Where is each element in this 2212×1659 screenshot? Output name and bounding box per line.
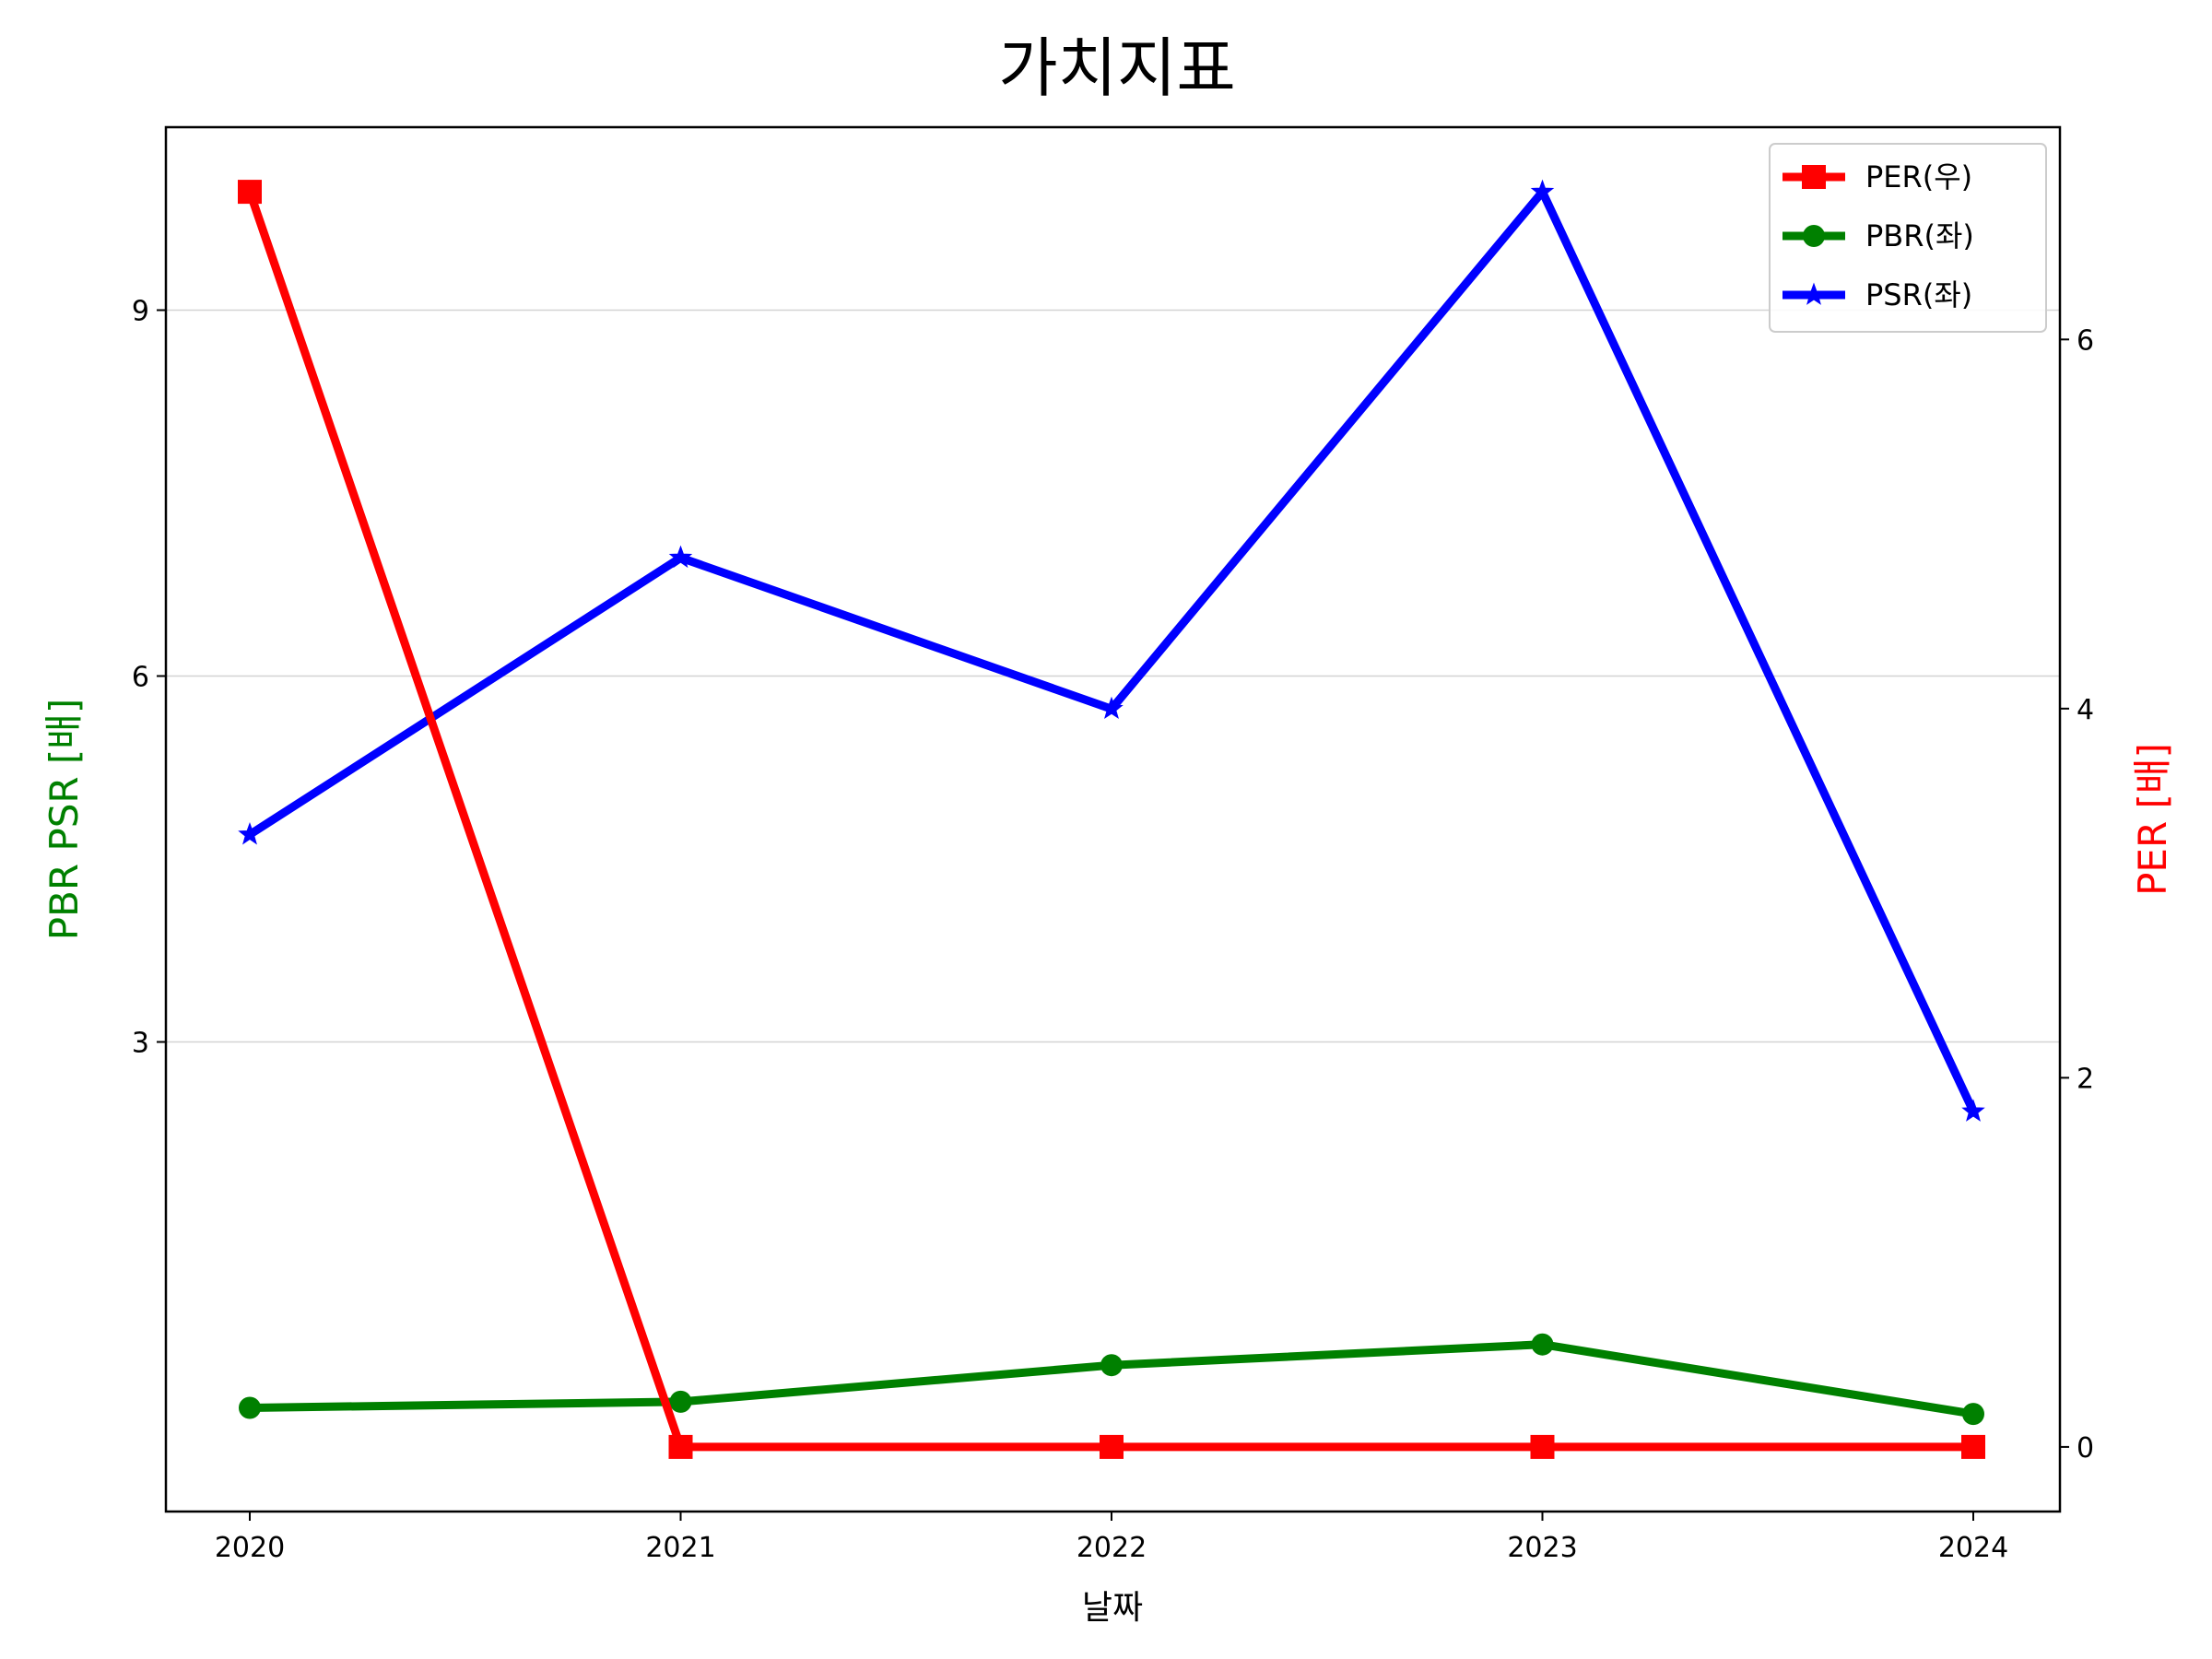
y-left-tick-label-3: 3 (132, 1028, 149, 1060)
legend-label-per: PER(우) (1865, 159, 1972, 194)
series-point-per-2024 (1961, 1434, 1985, 1459)
x-axis: 2020 2021 2022 2023 2024 (215, 1512, 2008, 1564)
series-point-per-2021 (668, 1434, 693, 1459)
x-tick-label-2022: 2022 (1077, 1532, 1147, 1564)
y-left-tick-label-9: 9 (132, 296, 149, 328)
legend-label-psr: PSR(좌) (1865, 277, 1972, 312)
y-axis-left-label: PBR PSR [배] (41, 699, 87, 941)
series-point-psr-2022 (1100, 696, 1124, 720)
legend: PER(우) PBR(좌) PSR(좌) (1769, 143, 2047, 333)
x-tick-label-2021: 2021 (645, 1532, 715, 1564)
plot-area-frame (164, 125, 2062, 1513)
y-right-tick-label-6: 6 (2077, 324, 2094, 357)
series-point-pbr-2023 (1531, 1333, 1554, 1356)
series-psr (238, 179, 1985, 1122)
series-per (238, 180, 1985, 1459)
y-left-tick-label-6: 6 (132, 662, 149, 694)
legend-box (1769, 143, 2047, 333)
x-tick-label-2020: 2020 (215, 1532, 285, 1564)
legend-marker-per (1802, 165, 1826, 189)
legend-marker-psr (1802, 282, 1826, 305)
chart-title: 가치지표 (998, 30, 1236, 106)
series-point-per-2023 (1530, 1434, 1555, 1459)
legend-marker-pbr (1803, 225, 1825, 247)
series-point-psr-2021 (668, 545, 693, 569)
series-point-psr-2020 (238, 822, 262, 845)
x-axis-label: 날짜 (1082, 1589, 1143, 1627)
y-right-tick-label-0: 0 (2077, 1432, 2094, 1465)
gridlines (166, 309, 2060, 1043)
y-axis-right: 0 2 4 6 (2060, 324, 2094, 1465)
y-axis-right-label: PER [배] (2130, 743, 2175, 896)
series-point-per-2022 (1100, 1434, 1124, 1459)
y-right-tick-label-4: 4 (2077, 694, 2094, 726)
series-point-psr-2023 (1530, 179, 1555, 202)
series-point-pbr-2021 (669, 1390, 692, 1413)
series-point-pbr-2024 (1962, 1403, 1984, 1426)
series-pbr (239, 1333, 1984, 1426)
series-point-per-2020 (238, 180, 262, 205)
series-layer (238, 179, 1985, 1459)
series-point-psr-2024 (1961, 1099, 1985, 1122)
series-point-pbr-2020 (239, 1396, 261, 1419)
x-tick-label-2023: 2023 (1507, 1532, 1577, 1564)
y-axis-left: 3 6 9 (132, 296, 166, 1060)
series-point-pbr-2022 (1100, 1354, 1123, 1377)
legend-label-pbr: PBR(좌) (1865, 218, 1974, 253)
y-right-tick-label-2: 2 (2077, 1063, 2094, 1095)
x-tick-label-2024: 2024 (1938, 1532, 2008, 1564)
